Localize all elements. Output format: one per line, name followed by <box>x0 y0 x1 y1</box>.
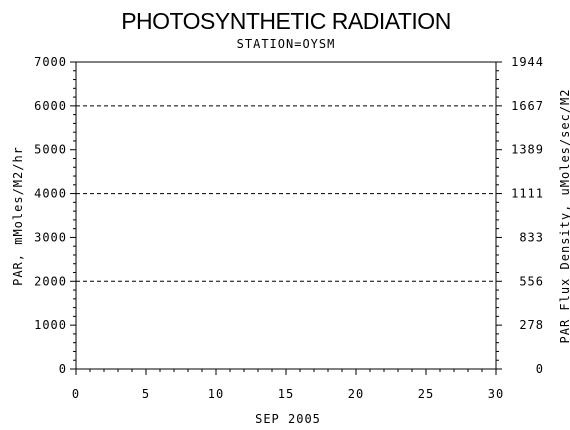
y2-tick-label: 833 <box>519 230 544 244</box>
y2-axis-label: PAR Flux Density, uMoles/sec/M2 <box>558 89 570 344</box>
y-tick-label: 2000 <box>34 274 67 288</box>
chart-title: PHOTOSYNTHETIC RADIATION <box>121 8 451 34</box>
y2-tick-label: 0 <box>536 362 544 376</box>
x-tick-label: 0 <box>72 387 80 401</box>
x-tick-label: 25 <box>418 387 434 401</box>
y2-tick-label: 1111 <box>511 187 544 201</box>
y-tick-label: 3000 <box>34 230 67 244</box>
y-axis-label: PAR, mMoles/M2/hr <box>11 146 25 286</box>
x-tick-label: 5 <box>142 387 150 401</box>
y2-tick-label: 1667 <box>511 99 544 113</box>
y2-tick-label: 1944 <box>511 55 544 69</box>
y-tick-label: 6000 <box>34 99 67 113</box>
y2-tick-label: 278 <box>519 318 544 332</box>
x-tick-label: 30 <box>488 387 504 401</box>
x-tick-label: 20 <box>348 387 364 401</box>
plot-area <box>75 61 497 370</box>
x-tick-label: 10 <box>208 387 224 401</box>
x-tick-label: 15 <box>278 387 294 401</box>
y-tick-label: 4000 <box>34 187 67 201</box>
y2-tick-label: 1389 <box>511 143 544 157</box>
y2-tick-label: 556 <box>519 274 544 288</box>
y-tick-label: 5000 <box>34 143 67 157</box>
x-axis-label: SEP 2005 <box>255 412 321 426</box>
y-tick-label: 0 <box>59 362 67 376</box>
y-tick-label: 7000 <box>34 55 67 69</box>
chart-subtitle: STATION=OYSM <box>237 37 336 51</box>
y-tick-label: 1000 <box>34 318 67 332</box>
